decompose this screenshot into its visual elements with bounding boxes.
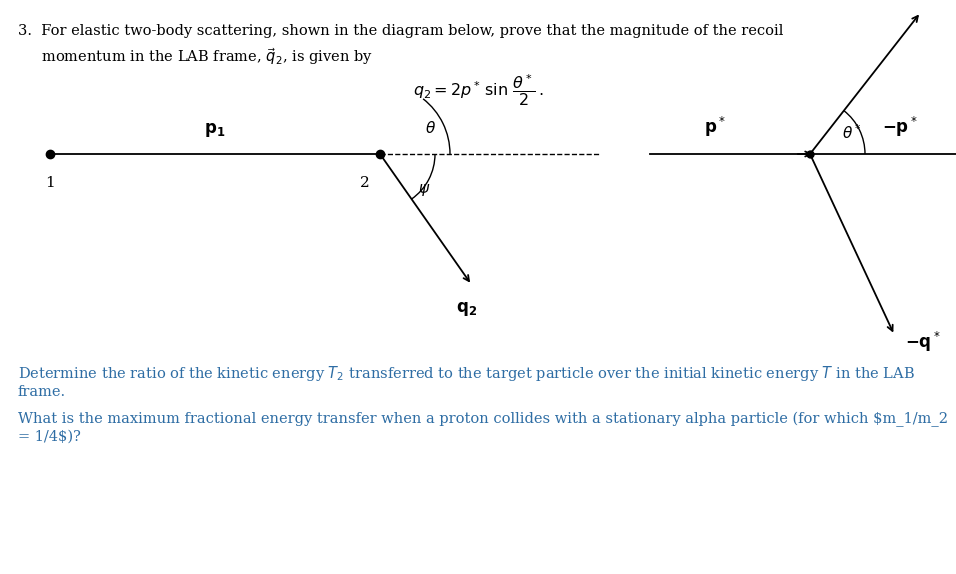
Text: $\mathbf{q}^*$: $\mathbf{q}^*$: [925, 0, 947, 2]
Text: momentum in the LAB frame, $\vec{q}_2$, is given by: momentum in the LAB frame, $\vec{q}_2$, …: [18, 46, 373, 67]
Text: $\mathbf{q_2}$: $\mathbf{q_2}$: [456, 300, 477, 318]
Text: What is the maximum fractional energy transfer when a proton collides with a sta: What is the maximum fractional energy tr…: [18, 412, 948, 444]
Text: 1: 1: [45, 176, 54, 190]
Text: 2: 2: [360, 176, 370, 190]
Text: $\mathbf{p}^*$: $\mathbf{p}^*$: [704, 115, 726, 139]
Text: $\mathbf{-p}^*$: $\mathbf{-p}^*$: [882, 115, 918, 139]
Text: $\psi$: $\psi$: [418, 182, 430, 198]
Text: $\theta$: $\theta$: [425, 120, 436, 136]
Text: $q_2 = 2p^*\,\sin\,\dfrac{\theta^*}{2}\,.$: $q_2 = 2p^*\,\sin\,\dfrac{\theta^*}{2}\,…: [413, 72, 543, 108]
Text: 3.  For elastic two-body scattering, shown in the diagram below, prove that the : 3. For elastic two-body scattering, show…: [18, 24, 783, 38]
Text: $\mathbf{-q}^*$: $\mathbf{-q}^*$: [904, 330, 941, 354]
Text: $\mathbf{p_1}$: $\mathbf{p_1}$: [205, 121, 226, 139]
Text: $\theta^*$: $\theta^*$: [842, 123, 861, 142]
Text: Determine the ratio of the kinetic energy $T_2$ transferred to the target partic: Determine the ratio of the kinetic energ…: [18, 364, 915, 399]
